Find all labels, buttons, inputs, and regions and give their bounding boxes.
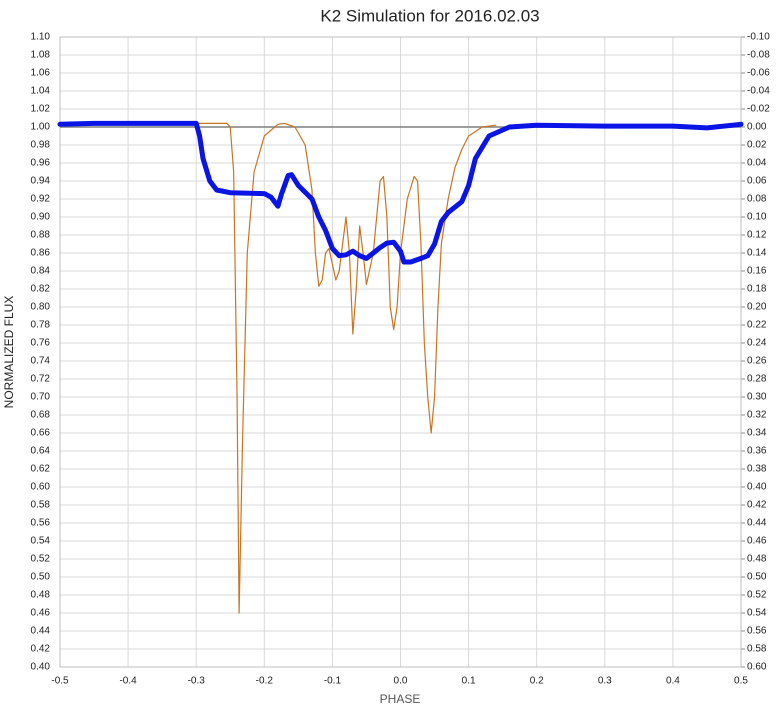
- y2-tick-label: 0.60: [747, 662, 767, 673]
- y2-tick-label: 0.36: [747, 446, 767, 457]
- y-axis-label: NORMALIZED FLUX: [2, 296, 16, 409]
- y2-tick-label: 0.22: [747, 320, 767, 331]
- y2-tick-label: 0.46: [747, 536, 767, 547]
- series-line: [57, 120, 744, 265]
- y-tick-label: 0.52: [31, 554, 51, 565]
- y-tick-label: 0.82: [31, 284, 51, 295]
- y-tick-label: 1.00: [31, 122, 51, 133]
- plot-border: [59, 36, 742, 668]
- y-tick-label: 0.84: [31, 266, 51, 277]
- y-tick-label: 0.40: [31, 662, 51, 673]
- y-tick-label: 0.96: [31, 158, 51, 169]
- x-tick-label: -0.4: [119, 676, 137, 687]
- y2-tick-label: 0.50: [747, 572, 767, 583]
- y-tick-label: 0.74: [31, 356, 51, 367]
- y2-tick-label: 0.18: [747, 284, 767, 295]
- y-tick-label: 0.62: [31, 464, 51, 475]
- y2-tick-label: 0.04: [747, 158, 767, 169]
- y2-tick-label: 0.44: [747, 518, 767, 529]
- y-tick-label: 0.94: [31, 176, 51, 187]
- y2-tick-label: 0.38: [747, 464, 767, 475]
- x-tick-label: 0.5: [734, 676, 748, 687]
- y2-tick-label: 0.48: [747, 554, 767, 565]
- y2-tick-label: 0.42: [747, 500, 767, 511]
- y2-tick-label: 0.28: [747, 374, 767, 385]
- y-tick-label: 0.64: [31, 446, 51, 457]
- y2-tick-label: 0.56: [747, 626, 767, 637]
- y-tick-label: 1.08: [31, 50, 51, 61]
- x-tick-label: 0.4: [666, 676, 680, 687]
- chart-title: K2 Simulation for 2016.02.03: [320, 6, 539, 25]
- y2-tick-label: 0.06: [747, 176, 767, 187]
- y-tick-label: 0.60: [31, 482, 51, 493]
- x-tick-label: 0.2: [530, 676, 544, 687]
- y-tick-label: 0.78: [31, 320, 51, 331]
- y-tick-label: 0.86: [31, 248, 51, 259]
- y2-tick-label: 0.10: [747, 212, 767, 223]
- y-tick-label: 0.66: [31, 428, 51, 439]
- y-tick-label: 0.80: [31, 302, 51, 313]
- y-tick-label: 0.56: [31, 518, 51, 529]
- y-tick-label: 0.76: [31, 338, 51, 349]
- y-tick-label: 0.50: [31, 572, 51, 583]
- y2-tick-label: 0.24: [747, 338, 767, 349]
- y-tick-label: 0.92: [31, 194, 51, 205]
- x-tick-label: 0.1: [462, 676, 476, 687]
- y2-tick-label: 0.16: [747, 266, 767, 277]
- series-line: [195, 122, 497, 614]
- y2-tick-label: -0.08: [747, 50, 770, 61]
- y-tick-label: 0.46: [31, 608, 51, 619]
- x-tick-label: 0.0: [394, 676, 408, 687]
- x-tick-label: -0.2: [256, 676, 274, 687]
- y-tick-label: 0.58: [31, 500, 51, 511]
- y-tick-label: 1.06: [31, 68, 51, 79]
- y2-tick-label: 0.40: [747, 482, 767, 493]
- y2-tick-label: -0.04: [747, 86, 770, 97]
- y2-tick-label: 0.08: [747, 194, 767, 205]
- y2-tick-label: 0.54: [747, 608, 767, 619]
- x-axis-label: PHASE: [380, 692, 421, 706]
- y2-tick-label: -0.02: [747, 104, 770, 115]
- y2-tick-label: 0.34: [747, 428, 767, 439]
- y-tick-label: 0.44: [31, 626, 51, 637]
- y2-tick-label: 0.14: [747, 248, 767, 259]
- y2-tick-label: 0.20: [747, 302, 767, 313]
- y2-tick-label: 0.52: [747, 590, 767, 601]
- y-tick-label: 0.88: [31, 230, 51, 241]
- y2-tick-label: 0.26: [747, 356, 767, 367]
- y-tick-label: 1.02: [31, 104, 51, 115]
- x-tick-label: -0.5: [51, 676, 69, 687]
- y2-tick-label: 0.12: [747, 230, 767, 241]
- y-tick-label: 0.48: [31, 590, 51, 601]
- y2-tick-label: -0.10: [747, 32, 770, 43]
- y-tick-label: 0.72: [31, 374, 51, 385]
- y2-tick-label: 0.58: [747, 644, 767, 655]
- x-tick-label: -0.3: [188, 676, 206, 687]
- y-tick-label: 0.70: [31, 392, 51, 403]
- y2-tick-label: 0.00: [747, 122, 767, 133]
- y2-tick-label: 0.32: [747, 410, 767, 421]
- y-tick-label: 0.90: [31, 212, 51, 223]
- x-tick-label: -0.1: [324, 676, 342, 687]
- y-tick-label: 0.68: [31, 410, 51, 421]
- y2-tick-label: 0.02: [747, 140, 767, 151]
- x-tick-label: 0.3: [598, 676, 612, 687]
- y-tick-label: 0.54: [31, 536, 51, 547]
- y2-tick-label: 0.30: [747, 392, 767, 403]
- y-tick-label: 1.10: [31, 32, 51, 43]
- y-tick-label: 0.42: [31, 644, 51, 655]
- y-tick-label: 1.04: [31, 86, 51, 97]
- y-tick-label: 0.98: [31, 140, 51, 151]
- y2-tick-label: -0.06: [747, 68, 770, 79]
